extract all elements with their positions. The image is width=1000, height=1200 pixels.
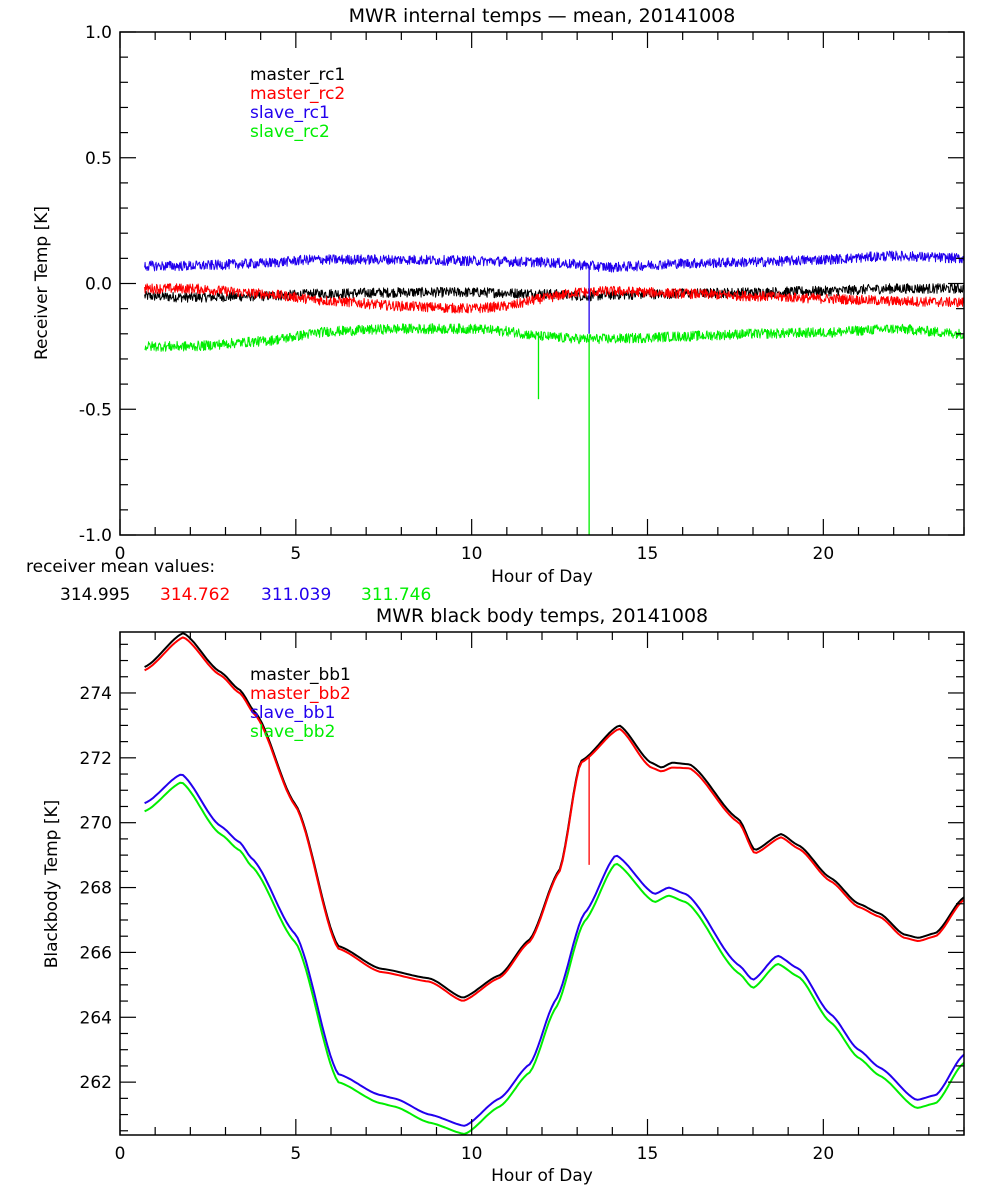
legend-slave-rc2: slave_rc2	[250, 122, 330, 142]
series-master-rc2	[144, 283, 964, 314]
blackbody-series-group	[144, 632, 964, 1135]
x-tick-label: 0	[115, 1144, 126, 1164]
receiver-plot-title: MWR internal temps — mean, 20141008	[349, 5, 736, 27]
receiver-mean-master-rc1: 314.995	[60, 585, 130, 605]
legend-master-rc1: master_rc1	[250, 65, 345, 85]
receiver-mean-slave-rc1: 311.039	[261, 585, 331, 605]
blackbody-plot-title: MWR black body temps, 20141008	[376, 605, 708, 627]
receiver-legend: master_rc1 master_rc2 slave_rc1 slave_rc…	[250, 65, 345, 142]
legend-slave-bb1: slave_bb1	[250, 703, 335, 723]
x-tick-label: 15	[637, 544, 659, 564]
receiver-y-axis-label: Receiver Temp [K]	[32, 206, 52, 360]
x-tick-label: 20	[813, 1144, 835, 1164]
blackbody-legend: master_bb1 master_bb2 slave_bb1 slave_bb…	[250, 665, 351, 742]
receiver-temp-plot: MWR internal temps — mean, 20141008 0 5 10…	[32, 5, 965, 587]
y-tick-label: 264	[80, 1008, 112, 1028]
x-tick-label: 20	[813, 544, 835, 564]
legend-master-bb1: master_bb1	[250, 665, 351, 685]
blackbody-x-axis-label: Hour of Day	[491, 1166, 593, 1186]
y-tick-label: 266	[80, 943, 112, 963]
y-tick-label: 272	[80, 749, 112, 769]
series-slave-bb1	[144, 773, 964, 1127]
y-tick-label: 270	[80, 814, 112, 834]
y-tick-label: -1.0	[79, 526, 112, 546]
y-tick-label: 268	[80, 879, 112, 899]
series-slave-rc2	[144, 323, 964, 352]
x-tick-label: 10	[461, 1144, 483, 1164]
x-tick-label: 5	[290, 544, 301, 564]
x-tick-label: 15	[637, 1144, 659, 1164]
blackbody-axes: 0 5 10 15 20 262 264 266 268 270 272 274	[80, 631, 965, 1164]
legend-slave-rc1: slave_rc1	[250, 103, 330, 123]
receiver-axes: 0 5 10 15 20 -1.0 -0.5 0.0 0.5 1.0	[79, 23, 965, 564]
y-tick-label: -0.5	[79, 400, 112, 420]
series-master-bb2	[144, 636, 964, 1002]
legend-slave-bb2: slave_bb2	[250, 722, 335, 742]
legend-master-rc2: master_rc2	[250, 84, 345, 104]
y-tick-label: 0.0	[85, 275, 112, 295]
y-tick-label: 262	[80, 1073, 112, 1093]
receiver-mean-master-rc2: 314.762	[160, 585, 230, 605]
series-slave-rc1	[144, 250, 964, 273]
y-tick-label: 0.5	[85, 149, 112, 169]
x-tick-label: 5	[290, 1144, 301, 1164]
x-tick-label: 0	[115, 544, 126, 564]
receiver-series-group	[144, 250, 964, 535]
y-tick-label: 274	[80, 684, 112, 704]
blackbody-temp-plot: MWR black body temps, 20141008 0 5 10 15 20 2…	[42, 605, 965, 1186]
plot-frame	[119, 31, 965, 536]
y-tick-label: 1.0	[85, 23, 112, 43]
legend-master-bb2: master_bb2	[250, 684, 351, 704]
blackbody-y-axis-label: Blackbody Temp [K]	[42, 800, 62, 969]
receiver-mean-slave-rc2: 311.746	[361, 585, 431, 605]
receiver-mean-label: receiver mean values:	[26, 557, 215, 577]
x-tick-label: 10	[461, 544, 483, 564]
series-slave-bb2	[144, 781, 964, 1135]
receiver-mean-values: receiver mean values: 314.995 314.762 31…	[26, 557, 431, 605]
receiver-x-axis-label: Hour of Day	[491, 567, 593, 587]
